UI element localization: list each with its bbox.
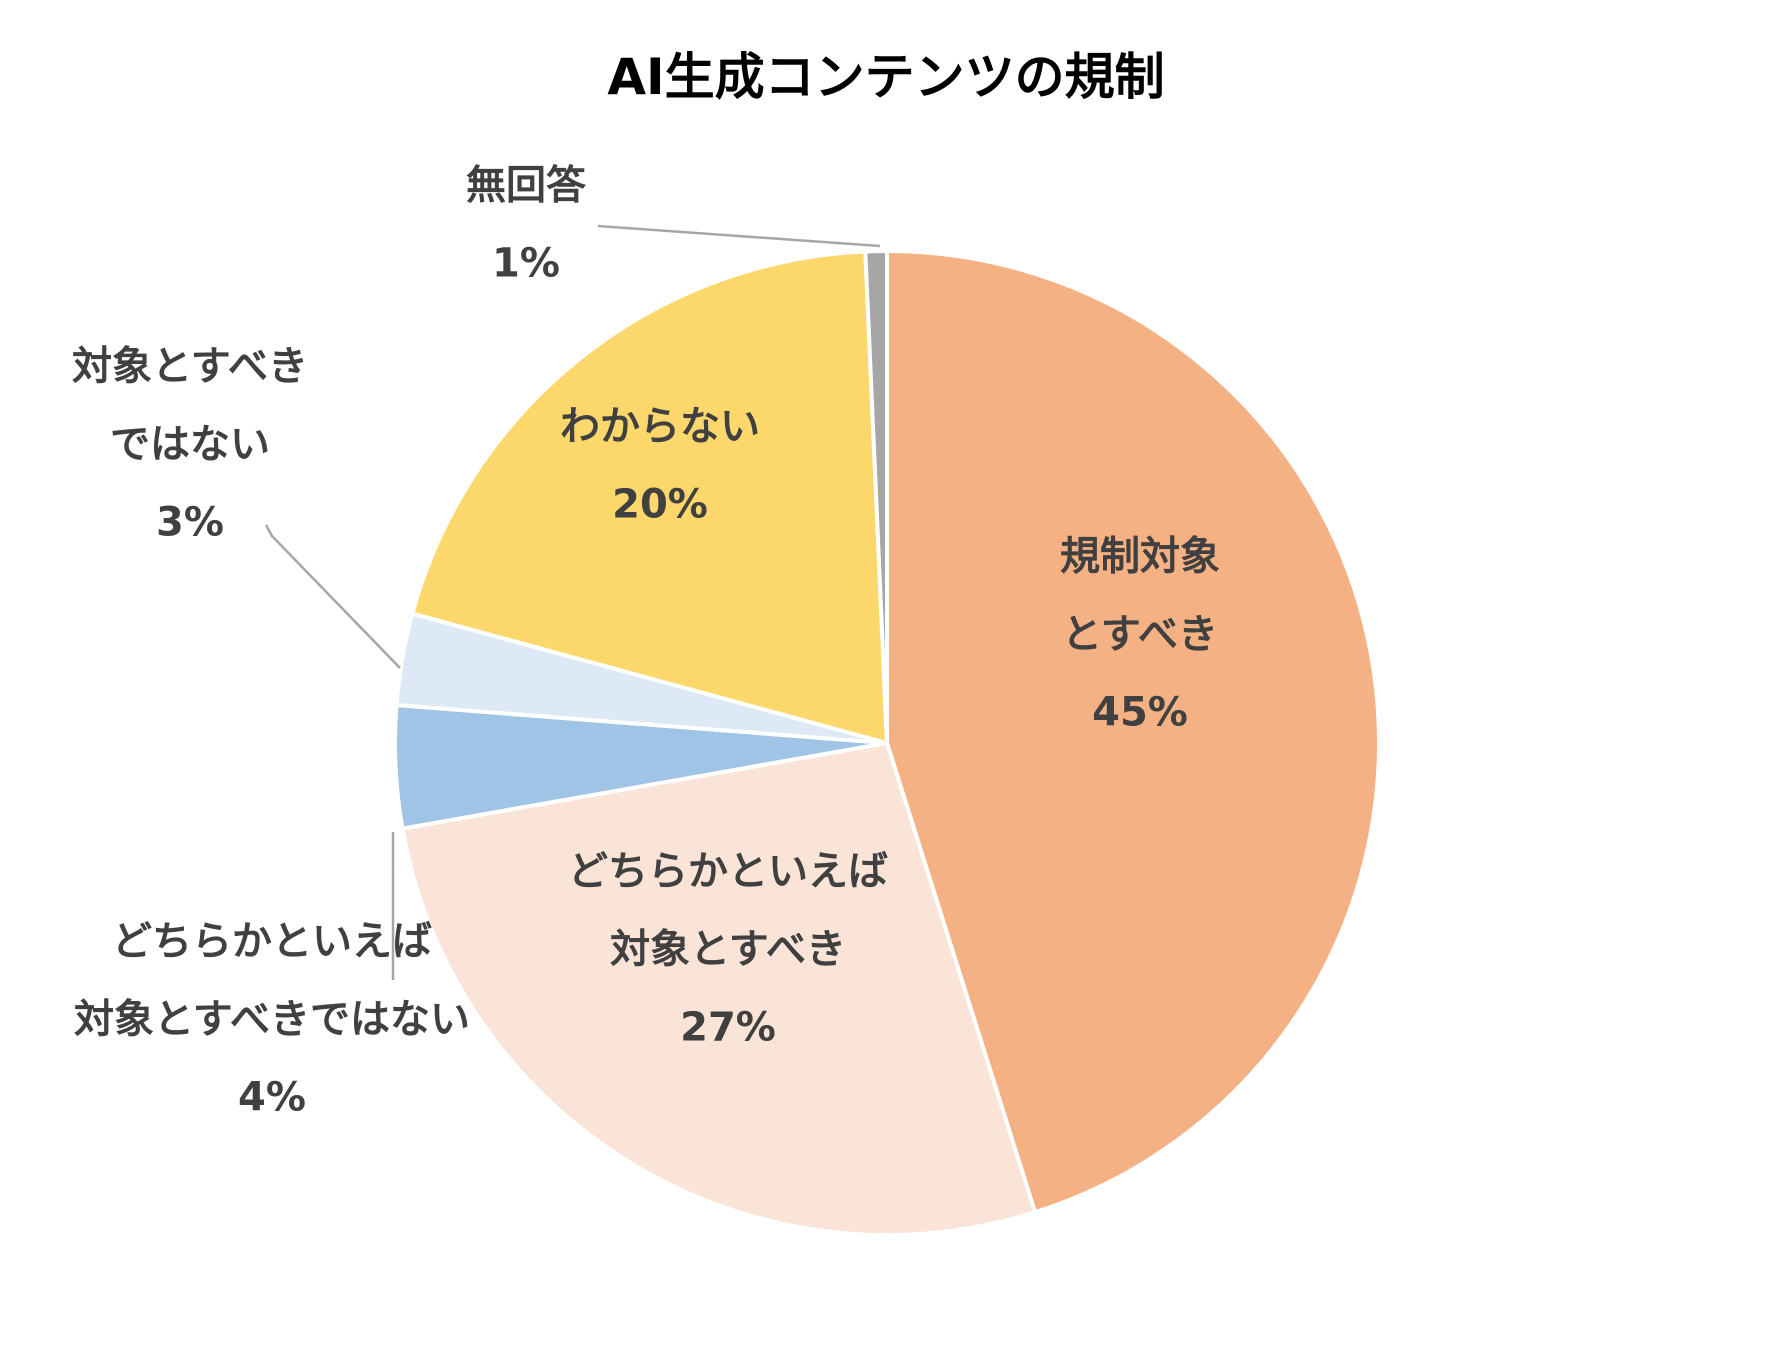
pie-slice-1	[885, 248, 1382, 1215]
slice-labels: 規制対象とすべき45%どちらかといえば対象とすべき27%どちらかといえば対象とす…	[72, 162, 1220, 1120]
slice-label-1-line-1: 規制対象	[1060, 533, 1220, 579]
slice-label-3-line-1: どちらかといえば	[112, 918, 432, 964]
slice-label-5-line-1: わからない	[560, 403, 760, 449]
slice-label-4-line-2: ではない	[110, 421, 270, 467]
slice-percent-3: 4%	[238, 1074, 306, 1120]
pie-slices	[393, 248, 1382, 1237]
leader-line-4	[264, 524, 401, 669]
pie-slice-5	[409, 249, 890, 746]
slice-label-2-line-2: 対象とすべき	[610, 926, 846, 972]
slice-label-2-line-1: どちらかといえば	[568, 848, 888, 894]
leader-line-6	[597, 224, 881, 248]
slice-label-4-line-1: 対象とすべき	[72, 343, 308, 389]
slice-percent-2: 27%	[680, 1004, 776, 1050]
slice-percent-5: 20%	[612, 481, 708, 527]
chart-title: AI生成コンテンツの規制	[607, 48, 1164, 106]
slice-percent-6: 1%	[492, 240, 560, 286]
pie-slice-2	[400, 740, 1038, 1237]
slice-label-1-line-2: とすべき	[1062, 611, 1218, 657]
slice-label-6-line-1: 無回答	[466, 162, 587, 208]
slice-percent-4: 3%	[156, 499, 224, 545]
slice-percent-1: 45%	[1092, 689, 1188, 735]
pie-slice-6	[863, 248, 889, 744]
leader-lines	[264, 224, 881, 980]
slice-label-3-line-2: 対象とすべきではない	[74, 996, 470, 1042]
